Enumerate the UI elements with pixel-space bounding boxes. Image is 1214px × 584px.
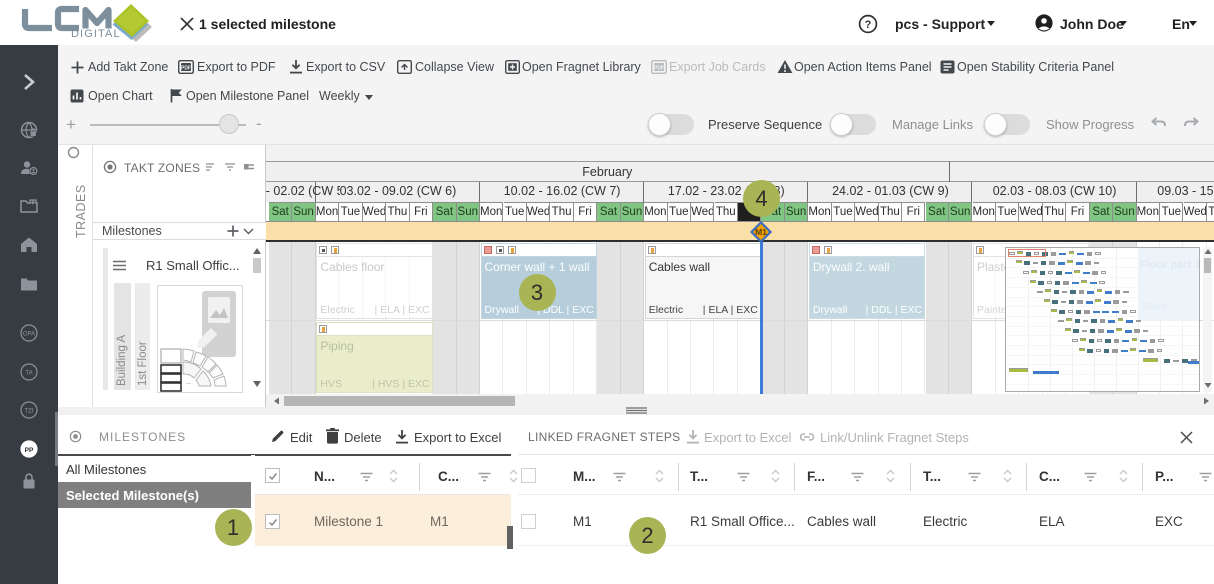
svg-text:PDF: PDF xyxy=(181,65,191,71)
svg-text:M1: M1 xyxy=(755,227,767,237)
svg-text:PDF: PDF xyxy=(654,65,664,71)
svg-text:TA: TA xyxy=(25,370,32,376)
svg-text:DIGITAL: DIGITAL xyxy=(71,28,121,40)
svg-text:OPA: OPA xyxy=(23,331,35,337)
svg-text:PP: PP xyxy=(25,447,34,454)
svg-text:?: ? xyxy=(865,19,872,31)
svg-text:—: — xyxy=(186,381,191,387)
svg-text:TZI: TZI xyxy=(25,408,34,414)
